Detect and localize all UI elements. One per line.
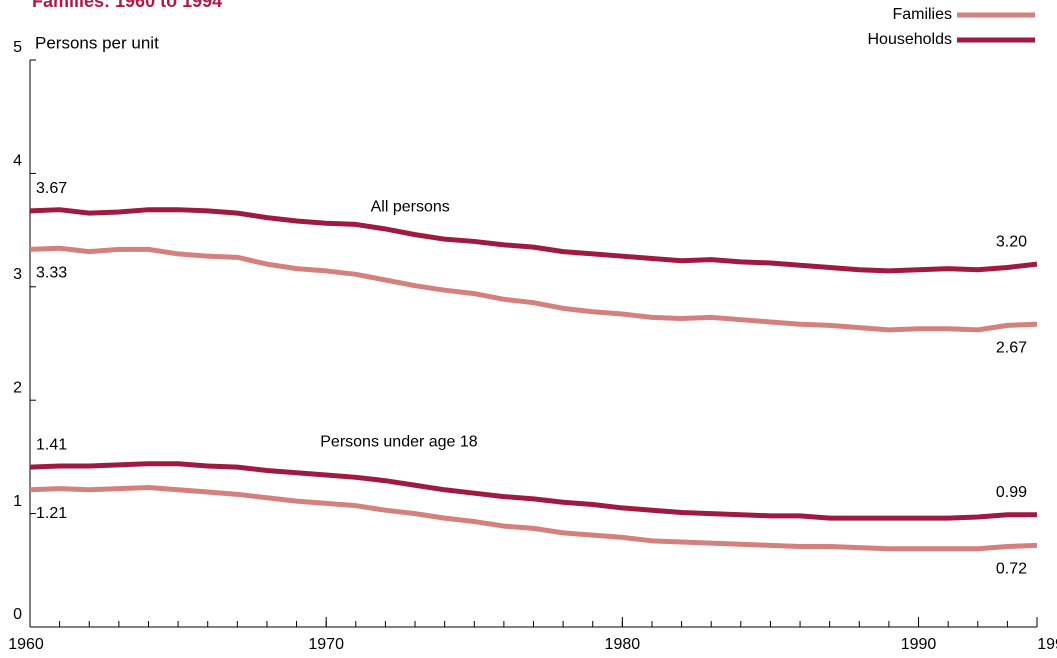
y-tick-label: 1 [13,493,22,510]
x-tick-label: 1994 [1037,636,1057,653]
value-label: 1.21 [36,505,67,522]
value-label: 1.41 [36,436,67,453]
chart-title: Families: 1960 to 1994 [32,0,222,11]
x-tick-label: 1980 [605,636,641,653]
value-label: 3.33 [36,265,67,282]
series-line [29,245,1038,333]
series-line [29,207,1038,274]
value-label: 0.99 [996,484,1027,501]
legend-label: Families [892,6,952,23]
y-axis-label: Persons per unit [35,33,159,52]
y-tick-label: 2 [13,379,22,396]
series-line [29,485,1038,552]
annotation: All persons [371,199,450,216]
x-tick-label: 1990 [901,636,937,653]
annotation: Persons under age 18 [320,433,478,450]
value-label: 3.20 [996,233,1027,250]
y-tick-label: 3 [13,266,22,283]
y-tick-label: 0 [13,606,22,623]
x-tick-label: 1970 [308,636,344,653]
series-line [29,461,1037,521]
legend-label: Households [868,31,953,48]
value-label: 0.72 [996,561,1027,578]
x-tick-label: 1960 [8,636,44,653]
y-tick-label: 4 [13,153,22,170]
y-tick-label: 5 [13,39,22,56]
value-label: 2.67 [996,339,1027,356]
value-label: 3.67 [36,180,67,197]
